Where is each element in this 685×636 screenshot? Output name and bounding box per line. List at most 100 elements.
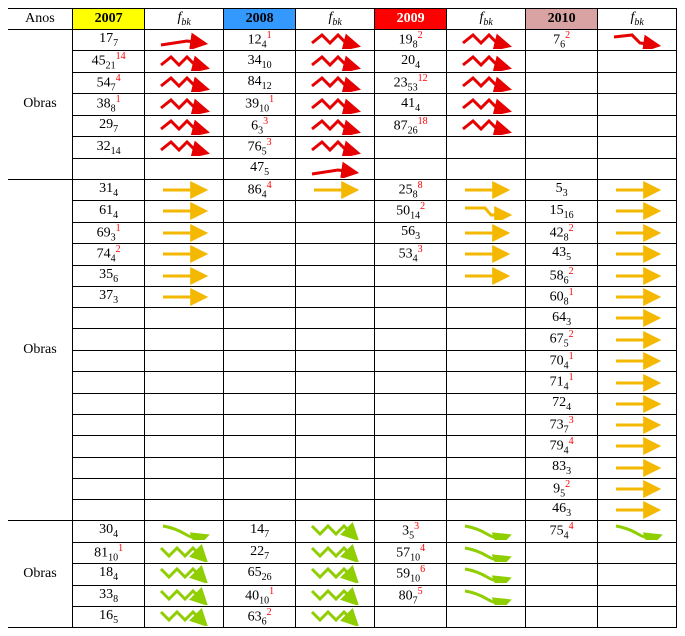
value-cell [374, 606, 446, 627]
trend-icon [447, 585, 526, 606]
trend-icon [145, 137, 224, 158]
trend-icon [145, 51, 224, 72]
value-cell: 235312 [374, 72, 446, 93]
value-cell [223, 372, 295, 393]
trend-icon [447, 179, 526, 200]
trend-icon [145, 585, 224, 606]
trend-icon [296, 201, 375, 222]
trend-icon [145, 179, 224, 200]
trend-icon [447, 137, 526, 158]
value-cell: 314 [72, 179, 144, 200]
value-cell [374, 137, 446, 158]
col-fbk-2007: fbk [145, 9, 224, 30]
trend-icon [598, 372, 677, 393]
table-row: Obras17712411982762 [8, 30, 677, 51]
value-cell: 1516 [525, 201, 597, 222]
value-cell: 6931 [72, 222, 144, 243]
trend-icon [145, 158, 224, 179]
trend-icon [296, 329, 375, 350]
trend-icon [296, 457, 375, 478]
trend-icon [447, 393, 526, 414]
trend-icon [447, 94, 526, 115]
value-cell: 297 [72, 115, 144, 136]
trend-icon [296, 115, 375, 136]
value-cell: 50142 [374, 201, 446, 222]
value-cell [223, 201, 295, 222]
trend-icon [145, 350, 224, 371]
trend-icon [598, 51, 677, 72]
data-table: Anos 2007 fbk 2008 fbk 2009 fbk 2010 fbk… [8, 8, 677, 628]
table-row: 643 [8, 308, 677, 329]
value-cell: 147 [223, 521, 295, 542]
trend-icon [447, 244, 526, 265]
table-row: Obras3148644258853 [8, 179, 677, 200]
value-cell [374, 457, 446, 478]
trend-icon [145, 414, 224, 435]
trend-icon [447, 521, 526, 542]
table-row: 4521143410204 [8, 51, 677, 72]
group-label: Obras [8, 179, 72, 520]
value-cell: 8644 [223, 179, 295, 200]
trend-icon [296, 414, 375, 435]
trend-icon [447, 500, 526, 521]
value-cell: 177 [72, 30, 144, 51]
value-cell: 724 [525, 393, 597, 414]
trend-icon [296, 308, 375, 329]
value-cell [374, 265, 446, 286]
trend-icon [447, 542, 526, 563]
trend-icon [598, 436, 677, 457]
value-cell: 81101 [72, 542, 144, 563]
trend-icon [598, 158, 677, 179]
value-cell: 165 [72, 606, 144, 627]
value-cell: 184 [72, 564, 144, 585]
trend-icon [296, 222, 375, 243]
trend-icon [598, 308, 677, 329]
value-cell [374, 308, 446, 329]
value-cell [72, 414, 144, 435]
trend-icon [598, 500, 677, 521]
trend-icon [447, 457, 526, 478]
value-cell [223, 500, 295, 521]
trend-icon [145, 564, 224, 585]
value-cell [525, 115, 597, 136]
trend-icon [598, 94, 677, 115]
value-cell [525, 94, 597, 115]
value-cell [223, 308, 295, 329]
col-fbk-2010: fbk [598, 9, 677, 30]
trend-icon [296, 286, 375, 307]
table-row: 74425343435 [8, 244, 677, 265]
value-cell: 227 [223, 542, 295, 563]
value-cell: 3881 [72, 94, 144, 115]
table-row: 297633872618 [8, 115, 677, 136]
trend-icon [598, 585, 677, 606]
table-row: 69315634282 [8, 222, 677, 243]
trend-icon [296, 244, 375, 265]
table-row: 184652659106 [8, 564, 677, 585]
trend-icon [296, 158, 375, 179]
trend-icon [447, 308, 526, 329]
trend-icon [145, 329, 224, 350]
col-2008: 2008 [223, 9, 295, 30]
value-cell: 59106 [374, 564, 446, 585]
trend-icon [447, 72, 526, 93]
value-cell [223, 478, 295, 499]
col-anos: Anos [8, 9, 72, 30]
value-cell: 1241 [223, 30, 295, 51]
value-cell: 414 [374, 94, 446, 115]
value-cell [223, 222, 295, 243]
value-cell: 1982 [374, 30, 446, 51]
trend-icon [598, 72, 677, 93]
value-cell: 2588 [374, 179, 446, 200]
trend-icon [145, 500, 224, 521]
trend-icon [598, 30, 677, 51]
value-cell [374, 393, 446, 414]
trend-icon [447, 30, 526, 51]
value-cell: 4282 [525, 222, 597, 243]
value-cell [374, 158, 446, 179]
value-cell: 952 [525, 478, 597, 499]
value-cell [223, 244, 295, 265]
value-cell: 8075 [374, 585, 446, 606]
trend-icon [598, 179, 677, 200]
table-row: 8110122757104 [8, 542, 677, 563]
trend-icon [145, 222, 224, 243]
